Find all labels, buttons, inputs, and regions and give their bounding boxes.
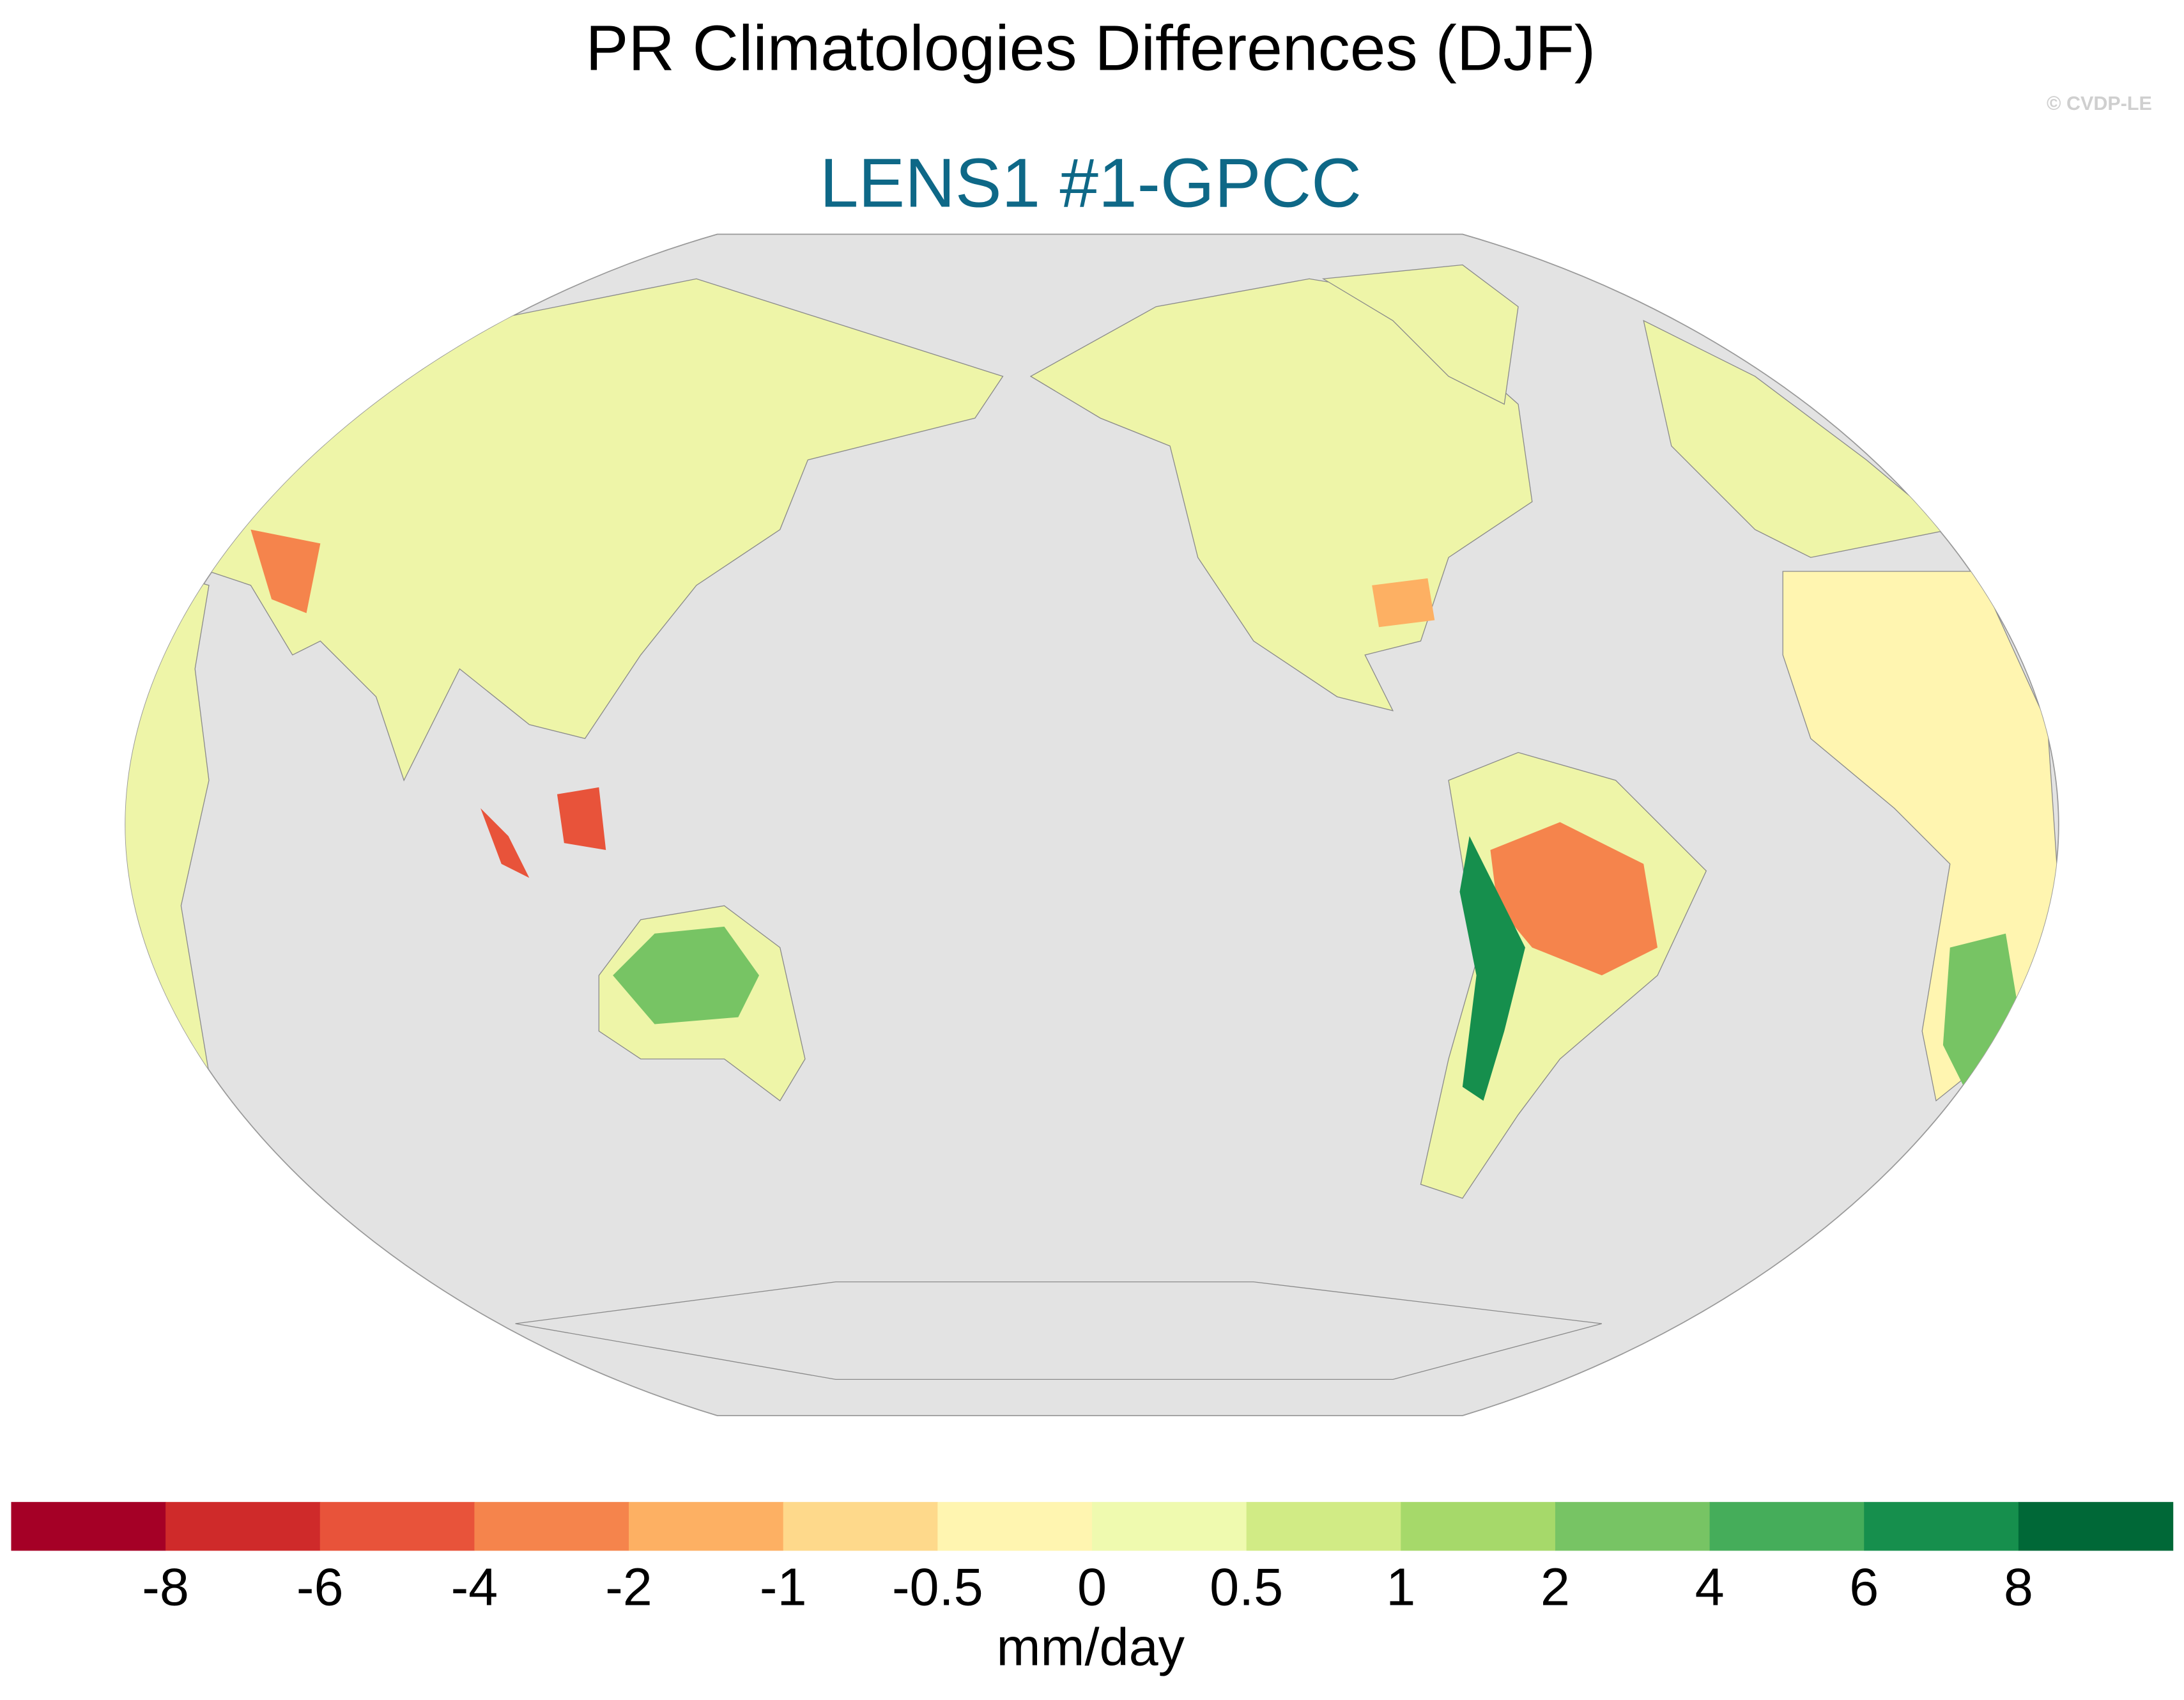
colorbar-box: [1401, 1502, 1556, 1551]
colorbar-tick-label: 2: [1541, 1557, 1570, 1617]
title: PR Climatologies Differences (DJF): [586, 13, 1596, 84]
colorbar-box: [165, 1502, 321, 1551]
colorbar-box: [2018, 1502, 2174, 1551]
colorbar-tick-label: -0.5: [892, 1557, 983, 1617]
colorbar-box: [1864, 1502, 2019, 1551]
colorbar-box: [474, 1502, 629, 1551]
colorbar-tick-label: 0: [1077, 1557, 1107, 1617]
colorbar-box: [783, 1502, 939, 1551]
credit: © CVDP-LE: [2047, 93, 2152, 114]
anomaly: [481, 787, 606, 878]
colorbar-box: [11, 1502, 166, 1551]
land: [125, 264, 2059, 1380]
colorbar-tick-label: 4: [1695, 1557, 1725, 1617]
europe: [1643, 320, 1951, 558]
anomaly: [1459, 836, 1525, 1101]
anomaly: [613, 926, 760, 1024]
colorbar-box: [1246, 1502, 1401, 1551]
anomaly: [1490, 822, 1658, 976]
colorbar-tick-label: 6: [1849, 1557, 1879, 1617]
colorbar-tick-label: 1: [1386, 1557, 1415, 1617]
colorbar-tick-label: -6: [296, 1557, 344, 1617]
subtitle: LENS1 #1-GPCC: [820, 144, 1362, 222]
anomaly: [1372, 578, 1435, 628]
anomaly: [250, 529, 321, 614]
colorbar-tick-label: -8: [142, 1557, 189, 1617]
colorbar-box: [1555, 1502, 1711, 1551]
colorbar-tick-label: 8: [2004, 1557, 2033, 1617]
colorbar-tick-label: -4: [451, 1557, 498, 1617]
greenland: [1321, 264, 1519, 405]
colorbar: -8 -6 -4 -2 -1 -0.5 0 0.5 1 2 4 6 8 mm/day: [11, 1502, 2174, 1676]
colorbar-tick-label: -2: [605, 1557, 652, 1617]
colorbar-label: mm/day: [997, 1617, 1185, 1676]
colorbar-box: [937, 1502, 1093, 1551]
colorbar-box: [1092, 1502, 1247, 1551]
colorbar-tick-label: -1: [760, 1557, 807, 1617]
map: [125, 233, 2059, 1416]
asia: [208, 278, 1004, 782]
colorbar-box: [629, 1502, 784, 1551]
africa-east: [125, 557, 210, 1074]
colorbar-tick-label: 0.5: [1210, 1557, 1283, 1617]
antarctica: [515, 1281, 1602, 1380]
colorbar-box: [319, 1502, 475, 1551]
colorbar-box: [1709, 1502, 1865, 1551]
anomaly: [1942, 933, 2020, 1087]
